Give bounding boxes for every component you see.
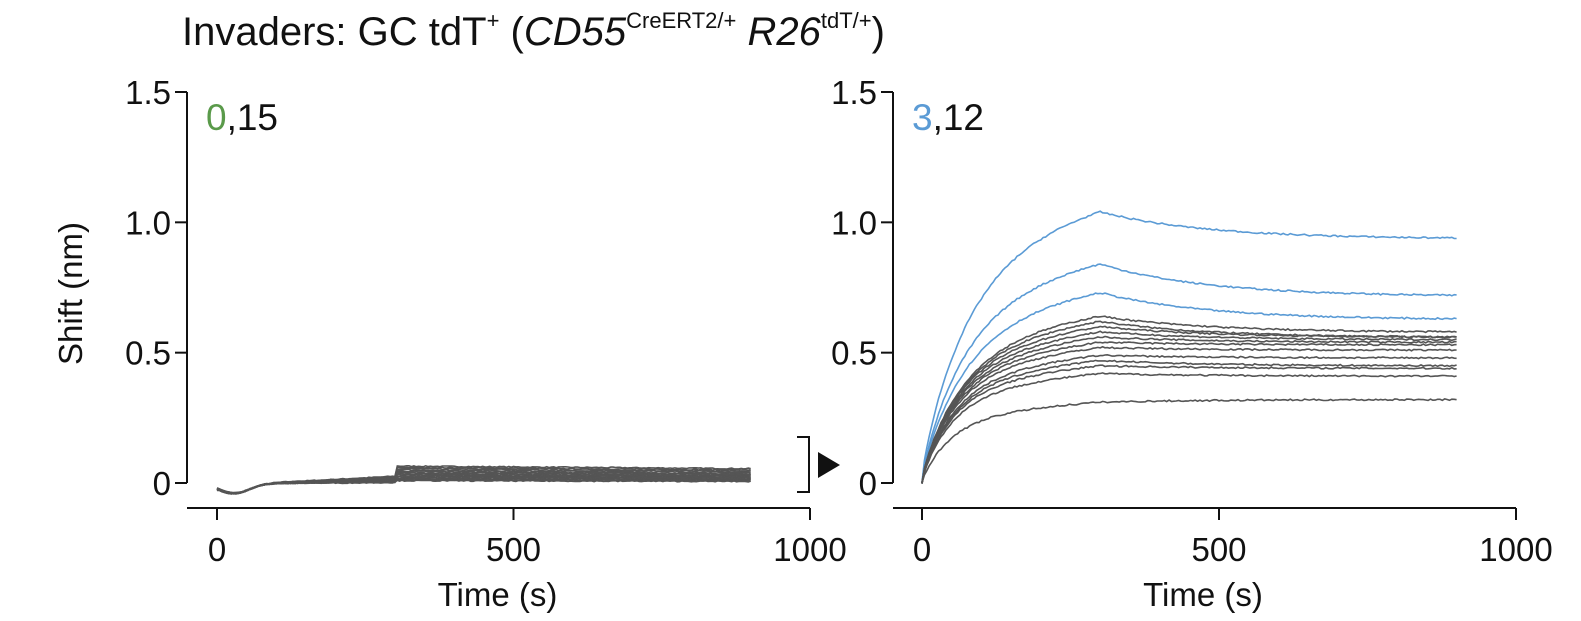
left-count-separator: , [227,97,237,138]
right-x-tick-label: 1000 [1479,531,1552,568]
right-nonbinder-count: 12 [943,97,984,138]
right-x-axis-title: Time (s) [1143,576,1263,613]
left-counts-annotation: 0,15 [206,97,278,138]
right-count-separator: , [933,97,943,138]
right-nonbinder-trace [921,353,1457,484]
title-close: ) [871,10,885,54]
title-open: ( [499,10,524,54]
zoom-bracket [797,436,810,493]
right-nonbinder-trace [921,359,1457,483]
title-prefix-sup: + [486,8,500,33]
left-x-tick-label: 500 [486,531,541,568]
left-x-axis-title: Time (s) [438,576,558,613]
figure-title: Invaders: GC tdT+ (CD55CreERT2/+ R26tdT/… [182,8,885,54]
right-counts-annotation: 3,12 [912,97,984,138]
right-binder-trace [921,263,1457,484]
zoom-arrow-icon [818,452,840,478]
left-y-tick-label: 1.0 [125,204,171,241]
right-nonbinder-trace [921,345,1457,484]
right-binder-count: 3 [912,97,933,138]
right-binder-trace [921,292,1457,484]
right-nonbinder-trace [921,341,1457,483]
right-nonbinder-trace [921,372,1457,484]
right-nonbinder-trace [921,330,1457,484]
right-y-tick-label: 1.5 [831,74,877,111]
title-gene2-sup: tdT/+ [820,8,872,33]
title-gene2: R26 [747,10,821,54]
right-y-tick-label: 0.5 [831,335,877,372]
left-panel: 0 0.5 1.0 1.5 0 500 1000 Time (s) Shift (nm) 0,15 [52,74,847,613]
left-x-tick-label: 0 [208,531,226,568]
right-y-tick-label: 1.0 [831,204,877,241]
right-panel: 0 0.5 1.0 1.5 0 500 1000 Time (s) 3,12 [831,74,1553,613]
right-binder-trace [921,210,1457,483]
right-nonbinder-trace [921,325,1457,483]
left-nonbinder-count: 15 [237,97,278,138]
left-y-tick-label: 1.5 [125,74,171,111]
right-nonbinder-trace [921,315,1457,484]
right-nonbinder-trace [921,335,1457,484]
left-binder-count: 0 [206,97,227,138]
left-y-axis-title: Shift (nm) [52,222,89,365]
right-x-tick-label: 500 [1191,531,1246,568]
right-x-tick-label: 0 [913,531,931,568]
right-y-tick-label: 0 [859,465,877,502]
left-y-tick-label: 0 [153,465,171,502]
right-nonbinder-trace [921,398,1457,484]
title-prefix: Invaders: GC tdT [182,10,487,54]
left-x-tick-label: 1000 [773,531,846,568]
left-nonbinder-trace [216,479,751,494]
right-nonbinder-trace [921,364,1457,484]
left-y-tick-label: 0.5 [125,335,171,372]
title-gene1: CD55 [523,10,627,54]
title-gene1-sup: CreERT2/+ [626,8,737,33]
